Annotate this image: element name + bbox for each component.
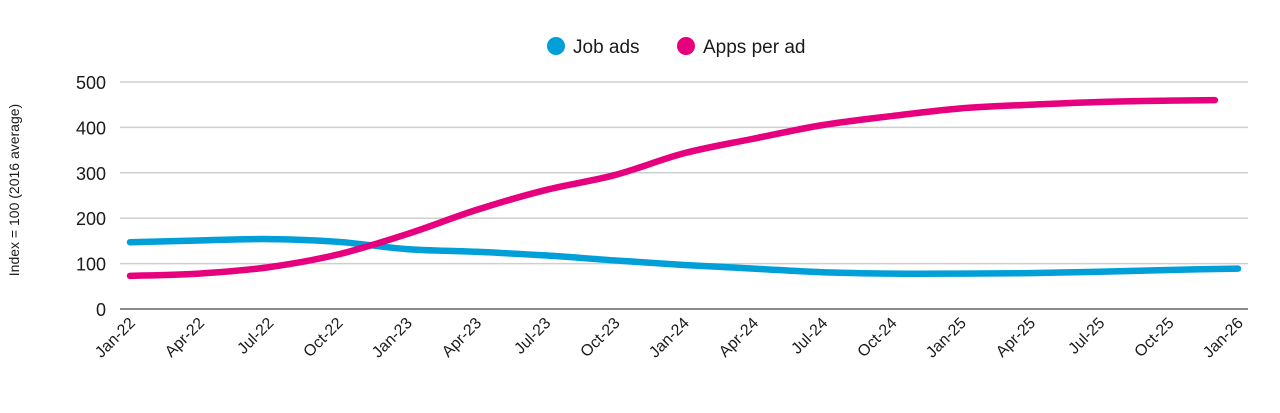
- y-tick-label: 100: [76, 255, 106, 275]
- legend: Job ads Apps per ad: [547, 37, 805, 58]
- y-tick-label: 400: [76, 118, 106, 138]
- x-tick-label: Oct-23: [578, 315, 624, 361]
- y-axis-label: Index = 100 (2016 average): [6, 104, 22, 276]
- x-tick-label: Jan-25: [923, 315, 970, 362]
- y-tick-label: 200: [76, 209, 106, 229]
- x-tick-label: Oct-25: [1132, 315, 1178, 361]
- x-tick-label: Jul-24: [788, 315, 831, 358]
- x-tick-label: Jan-22: [92, 315, 139, 362]
- x-tick-label: Apr-23: [439, 315, 485, 361]
- x-tick-label: Jul-22: [234, 315, 277, 358]
- legend-marker: [547, 37, 565, 55]
- y-tick-label: 300: [76, 164, 106, 184]
- series-line-job-ads: [126, 235, 1242, 277]
- x-tick-label: Jan-23: [369, 315, 416, 362]
- x-tick-label: Jan-24: [646, 315, 693, 362]
- x-tick-label: Jul-23: [511, 315, 554, 358]
- y-axis-ticks: 0 100 200 300 400 500: [76, 73, 106, 320]
- x-tick-label: Jul-25: [1065, 315, 1108, 358]
- x-tick-label: Oct-22: [301, 315, 347, 361]
- legend-label: Job ads: [573, 37, 640, 58]
- legend-marker: [677, 37, 695, 55]
- x-tick-label: Apr-25: [993, 315, 1039, 361]
- x-tick-label: Apr-22: [162, 315, 208, 361]
- series-lines: [126, 96, 1242, 280]
- legend-label: Apps per ad: [703, 37, 805, 58]
- y-tick-label: 500: [76, 73, 106, 93]
- x-axis-ticks: Jan-22 Apr-22 Jul-22 Oct-22 Jan-23 Apr-23 Jul-…: [92, 315, 1247, 362]
- x-tick-label: Apr-24: [716, 315, 762, 361]
- y-tick-label: 0: [96, 300, 106, 320]
- x-tick-label: Oct-24: [855, 315, 901, 361]
- series-line-apps-per-ad: [126, 96, 1219, 280]
- x-tick-label: Jan-26: [1200, 315, 1247, 362]
